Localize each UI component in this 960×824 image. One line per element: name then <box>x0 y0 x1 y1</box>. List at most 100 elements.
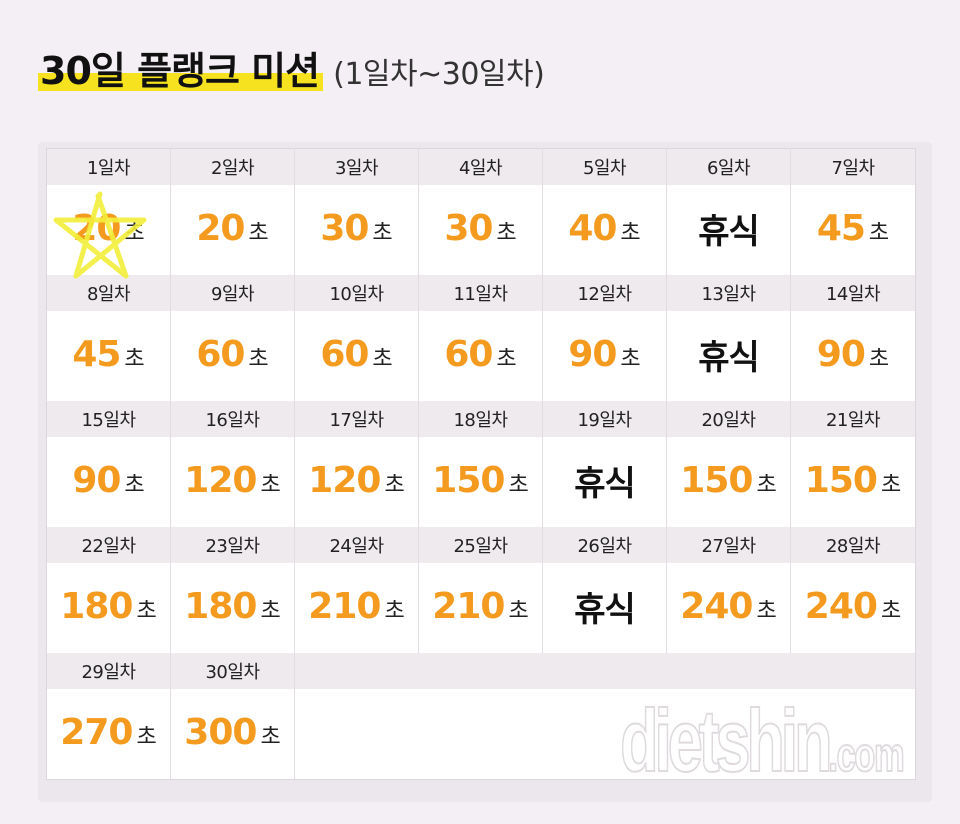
day-value: 180 초 <box>47 563 170 653</box>
day-cell: 1일차 20 초 <box>47 149 171 275</box>
day-value: 30 초 <box>295 185 418 275</box>
day-value: 휴식 <box>543 563 666 653</box>
day-label <box>791 653 915 689</box>
rest-label: 휴식 <box>698 211 760 252</box>
day-value: 120 초 <box>171 437 294 527</box>
day-cell: 17일차 120 초 <box>295 401 419 527</box>
watermark-logo: dietshin.com <box>619 690 906 792</box>
day-cell: 3일차 30 초 <box>295 149 419 275</box>
page-header: 30일 플랭크 미션 (1일차~30일차) <box>37 40 545 95</box>
day-cell: 16일차 120 초 <box>171 401 295 527</box>
seconds-unit: 초 <box>756 473 777 498</box>
seconds-unit: 초 <box>508 599 529 624</box>
seconds-unit: 초 <box>880 599 902 624</box>
day-label: 2일차 <box>171 149 294 185</box>
rest-label: 휴식 <box>698 337 760 378</box>
day-label: 26일차 <box>543 527 666 563</box>
rest-label: 휴식 <box>574 589 636 630</box>
seconds-unit: 초 <box>868 221 890 246</box>
seconds-value: 20 <box>196 207 245 249</box>
day-label: 15일차 <box>47 401 170 437</box>
day-value: 240 초 <box>667 563 790 653</box>
seconds-value: 150 <box>680 459 753 501</box>
day-cell: 18일차 150 초 <box>419 401 543 527</box>
seconds-unit: 초 <box>620 347 641 372</box>
day-value: 210 초 <box>419 563 542 653</box>
day-cell: 24일차 210 초 <box>295 527 419 653</box>
day-cell: 8일차 45 초 <box>47 275 171 401</box>
seconds-unit: 초 <box>496 221 517 246</box>
day-label: 7일차 <box>791 149 915 185</box>
day-value: 90 초 <box>543 311 666 401</box>
day-value <box>419 689 543 779</box>
watermark-suffix: .com <box>828 728 906 783</box>
day-value: 150 초 <box>667 437 790 527</box>
seconds-value: 210 <box>308 585 381 627</box>
day-cell: 11일차 60 초 <box>419 275 543 401</box>
day-value: 150 초 <box>419 437 542 527</box>
day-label: 13일차 <box>667 275 790 311</box>
seconds-value: 180 <box>184 585 257 627</box>
empty-cell <box>543 653 667 779</box>
day-value: 90 초 <box>47 437 170 527</box>
day-label: 6일차 <box>667 149 790 185</box>
day-cell: 20일차 150 초 <box>667 401 791 527</box>
day-value: 20 초 <box>47 185 170 275</box>
seconds-value: 90 <box>72 459 121 501</box>
seconds-unit: 초 <box>260 725 281 750</box>
day-cell: 14일차 90 초 <box>791 275 915 401</box>
day-value: 180 초 <box>171 563 294 653</box>
seconds-unit: 초 <box>124 473 145 498</box>
day-label: 25일차 <box>419 527 542 563</box>
day-value: 40 초 <box>543 185 666 275</box>
day-cell: 21일차 150 초 <box>791 401 915 527</box>
seconds-value: 300 <box>184 711 257 753</box>
seconds-value: 90 <box>816 333 866 375</box>
day-value: 60 초 <box>419 311 542 401</box>
seconds-value: 30 <box>320 207 369 249</box>
seconds-unit: 초 <box>248 347 269 372</box>
seconds-unit: 초 <box>620 221 641 246</box>
day-value: 60 초 <box>171 311 294 401</box>
seconds-unit: 초 <box>496 347 517 372</box>
day-label <box>667 653 791 689</box>
day-label: 18일차 <box>419 401 542 437</box>
empty-cell <box>295 653 419 779</box>
rest-label: 휴식 <box>574 463 636 504</box>
seconds-unit: 초 <box>260 599 281 624</box>
day-value: 휴식 <box>667 185 790 275</box>
day-label: 19일차 <box>543 401 666 437</box>
seconds-unit: 초 <box>372 221 393 246</box>
day-value: 120 초 <box>295 437 418 527</box>
day-label: 24일차 <box>295 527 418 563</box>
day-label <box>543 653 667 689</box>
day-label: 27일차 <box>667 527 790 563</box>
day-label: 9일차 <box>171 275 294 311</box>
day-cell: 22일차 180 초 <box>47 527 171 653</box>
day-cell: 10일차 60 초 <box>295 275 419 401</box>
seconds-value: 45 <box>816 207 866 249</box>
seconds-value: 60 <box>196 333 245 375</box>
seconds-unit: 초 <box>372 347 393 372</box>
day-cell: 12일차 90 초 <box>543 275 667 401</box>
day-label: 28일차 <box>791 527 915 563</box>
seconds-value: 150 <box>804 459 878 501</box>
seconds-unit: 초 <box>384 599 405 624</box>
day-label: 4일차 <box>419 149 542 185</box>
day-value: 240 초 <box>791 563 915 653</box>
day-label: 29일차 <box>47 653 170 689</box>
seconds-unit: 초 <box>248 221 269 246</box>
day-label <box>295 653 419 689</box>
day-label: 20일차 <box>667 401 790 437</box>
page-subtitle: (1일차~30일차) <box>333 57 545 92</box>
day-cell: 4일차 30 초 <box>419 149 543 275</box>
seconds-value: 180 <box>60 585 133 627</box>
day-value: 30 초 <box>419 185 542 275</box>
day-cell: 30일차 300 초 <box>171 653 295 779</box>
seconds-unit: 초 <box>124 221 145 246</box>
day-value <box>295 689 419 779</box>
seconds-value: 60 <box>320 333 369 375</box>
